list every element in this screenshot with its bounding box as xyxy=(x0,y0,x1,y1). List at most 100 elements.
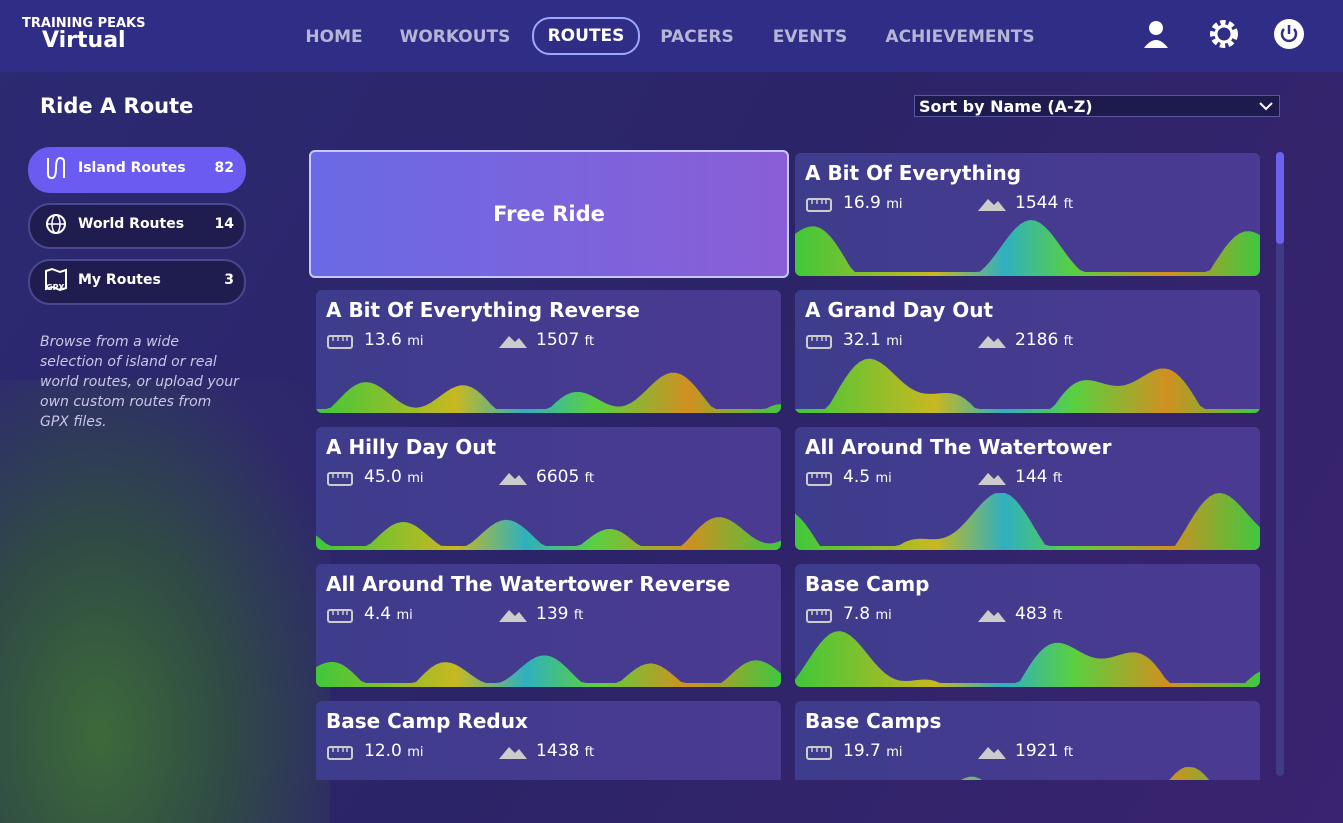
elevation-profile xyxy=(795,493,1260,550)
distance: 16.9 mi xyxy=(843,193,903,213)
profile-icon[interactable] xyxy=(1142,18,1174,50)
route-graphics xyxy=(795,198,1260,276)
climb-unit: ft xyxy=(1052,471,1063,486)
filter-button[interactable]: World Routes 14 xyxy=(28,203,246,249)
route-graphics xyxy=(795,609,1260,687)
filter-count: 82 xyxy=(214,160,234,176)
distance-unit: mi xyxy=(886,334,903,349)
nav-item[interactable]: EVENTS xyxy=(772,27,848,47)
free-ride-card[interactable]: Free Ride xyxy=(309,150,789,278)
route-card[interactable]: A Bit Of Everything Reverse 13.6 mi 1507 … xyxy=(316,290,781,413)
route-graphics xyxy=(316,609,781,687)
filter-button[interactable]: GPX My Routes 3 xyxy=(28,259,246,305)
climb: 144 ft xyxy=(1015,467,1062,487)
distance: 13.6 mi xyxy=(364,330,424,350)
distance-unit: mi xyxy=(886,745,903,760)
distance-value: 16.9 xyxy=(843,193,881,213)
nav-item[interactable]: HOME xyxy=(305,27,363,47)
climb-value: 1921 xyxy=(1015,741,1059,761)
distance: 32.1 mi xyxy=(843,330,903,350)
nav-item[interactable]: WORKOUTS xyxy=(399,27,511,47)
nav-item[interactable]: PACERS xyxy=(660,27,734,47)
route-graphics xyxy=(795,335,1260,413)
climb-icon xyxy=(499,336,527,348)
route-name: Base Camp xyxy=(805,572,930,596)
climb-value: 139 xyxy=(536,604,569,624)
climb-icon xyxy=(978,747,1006,759)
climb-value: 1438 xyxy=(536,741,580,761)
filter-count: 14 xyxy=(214,216,234,232)
elevation-profile xyxy=(961,767,1210,780)
distance-icon xyxy=(327,746,353,760)
route-name: A Hilly Day Out xyxy=(326,435,497,459)
header: TRAINING PEAKS Virtual xyxy=(0,0,1343,72)
filter-icon xyxy=(45,267,67,292)
route-card[interactable]: A Hilly Day Out 45.0 mi 6605 ft xyxy=(316,427,781,550)
route-card[interactable]: A Bit Of Everything 16.9 mi 1544 ft xyxy=(795,153,1260,276)
route-card[interactable]: Base Camp Redux 12.0 mi 1438 ft xyxy=(316,701,781,780)
distance-value: 19.7 xyxy=(843,741,881,761)
climb: 1438 ft xyxy=(536,741,594,761)
climb: 2186 ft xyxy=(1015,330,1073,350)
climb-unit: ft xyxy=(584,745,595,760)
route-name: A Bit Of Everything Reverse xyxy=(326,298,640,322)
distance-unit: mi xyxy=(407,334,424,349)
distance-icon xyxy=(327,609,353,623)
distance: 7.8 mi xyxy=(843,604,892,624)
route-graphics xyxy=(795,472,1260,550)
route-name: Base Camps xyxy=(805,709,942,733)
route-card[interactable]: All Around The Watertower 4.5 mi 144 ft xyxy=(795,427,1260,550)
distance-unit: mi xyxy=(875,608,892,623)
distance-icon xyxy=(327,335,353,349)
elevation-profile xyxy=(316,517,781,550)
nav-item[interactable]: ACHIEVEMENTS xyxy=(885,27,1035,47)
route-graphics xyxy=(327,746,527,780)
climb: 6605 ft xyxy=(536,467,594,487)
sort-dropdown[interactable]: Sort by Name (A-Z) xyxy=(914,95,1280,117)
climb-unit: ft xyxy=(584,334,595,349)
climb-value: 483 xyxy=(1015,604,1048,624)
settings-icon[interactable] xyxy=(1208,18,1240,50)
route-name: A Bit Of Everything xyxy=(805,161,1022,185)
distance: 19.7 mi xyxy=(843,741,903,761)
route-card[interactable]: Base Camps 19.7 mi 1921 ft xyxy=(795,701,1260,780)
route-card[interactable]: All Around The Watertower Reverse 4.4 mi… xyxy=(316,564,781,687)
distance-value: 12.0 xyxy=(364,741,402,761)
distance-unit: mi xyxy=(407,745,424,760)
route-card[interactable]: Base Camp 7.8 mi 483 ft xyxy=(795,564,1260,687)
filter-button[interactable]: Island Routes 82 xyxy=(28,147,246,193)
climb-value: 1544 xyxy=(1015,193,1059,213)
route-graphics xyxy=(316,335,781,413)
route-grid: A Bit Of Everything 16.9 mi 1544 ft A Bit … xyxy=(0,150,1343,780)
filter-icon xyxy=(47,156,65,180)
route-card[interactable]: A Grand Day Out 32.1 mi 2186 ft xyxy=(795,290,1260,413)
distance-value: 45.0 xyxy=(364,467,402,487)
distance: 12.0 mi xyxy=(364,741,424,761)
distance-value: 4.4 xyxy=(364,604,392,624)
route-name: All Around The Watertower xyxy=(805,435,1112,459)
filter-label: My Routes xyxy=(78,272,161,288)
climb-value: 1507 xyxy=(536,330,580,350)
climb-icon xyxy=(978,610,1006,622)
climb: 483 ft xyxy=(1015,604,1062,624)
scrollbar-thumb[interactable] xyxy=(1276,152,1284,244)
sidebar-title: Ride A Route xyxy=(40,94,194,118)
distance-icon xyxy=(806,198,832,212)
distance: 4.4 mi xyxy=(364,604,413,624)
distance-icon xyxy=(806,472,832,486)
climb-icon xyxy=(499,473,527,485)
filter-icon xyxy=(46,214,66,234)
distance-unit: mi xyxy=(396,608,413,623)
distance-value: 13.6 xyxy=(364,330,402,350)
sort-label: Sort by Name (A-Z) xyxy=(919,97,1093,116)
power-icon[interactable] xyxy=(1273,18,1305,50)
distance: 4.5 mi xyxy=(843,467,892,487)
climb-value: 6605 xyxy=(536,467,580,487)
logo-bottom: Virtual xyxy=(42,28,126,53)
route-name: Base Camp Redux xyxy=(326,709,528,733)
distance-value: 4.5 xyxy=(843,467,871,487)
filter-count: 3 xyxy=(224,272,234,288)
nav-item[interactable]: ROUTES xyxy=(532,17,640,55)
route-graphics xyxy=(806,746,1210,780)
elevation-profile xyxy=(795,358,1260,413)
